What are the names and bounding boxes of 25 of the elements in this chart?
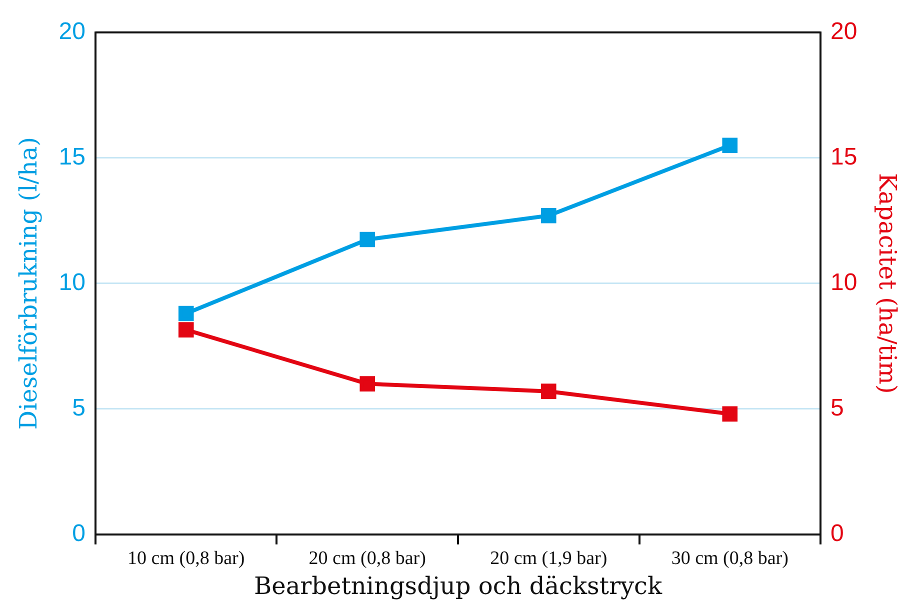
x-axis-title: Bearbetningsdjup och däckstryck [254,572,662,600]
point [540,384,556,399]
point [178,322,194,338]
y2-tick-label: 5 [830,394,844,422]
x-tick-label: 20 cm (1,9 bar) [490,548,608,569]
y-axis-title: Dieselförbrukning (l/ha) [14,137,43,430]
y2-axis-title: Kapacitet (ha/tim) [873,172,902,394]
y2-tick-label: 10 [830,269,858,296]
point [360,376,376,392]
point [360,232,376,248]
y2-tick-label: 20 [830,18,858,46]
y2-tick-label: 15 [830,144,858,171]
x-tick-label: 30 cm (0,8 bar) [671,548,788,569]
y-tick-label: 0 [72,520,86,548]
point [540,208,556,224]
point [722,406,738,422]
x-tick-label: 10 cm (0,8 bar) [128,548,245,569]
y-tick-label: 15 [58,144,86,171]
y-tick-label: 5 [72,394,86,422]
y-tick-label: 10 [58,269,86,296]
point [178,306,194,322]
x-tick-label: 20 cm (0,8 bar) [308,548,426,569]
y2-tick-label: 0 [830,520,844,548]
y-tick-label: 20 [58,18,86,46]
point [722,138,738,154]
